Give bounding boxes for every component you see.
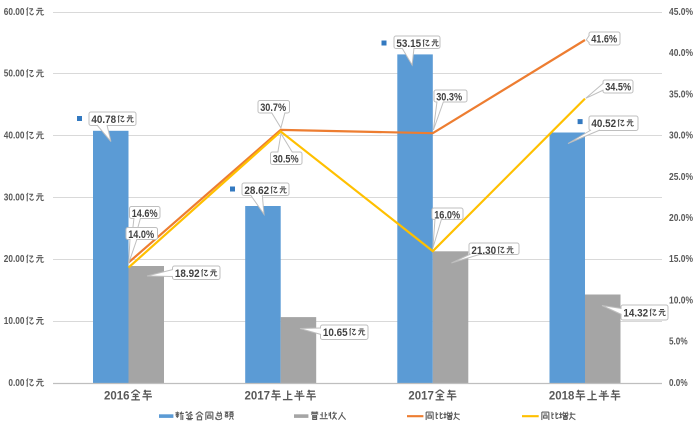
- svg-text:53.15: 53.15: [396, 38, 421, 50]
- svg-text:2017: 2017: [408, 391, 434, 403]
- svg-text:40.00: 40.00: [4, 130, 25, 142]
- svg-text:20.00: 20.00: [4, 253, 25, 265]
- svg-text:15.0%: 15.0%: [669, 253, 694, 265]
- svg-text:35.0%: 35.0%: [669, 88, 694, 100]
- svg-text:40.0%: 40.0%: [669, 47, 694, 59]
- svg-text:10.00: 10.00: [4, 315, 25, 327]
- svg-text:16.0%: 16.0%: [434, 210, 460, 222]
- svg-text:14.0%: 14.0%: [128, 229, 154, 241]
- svg-text:40.52: 40.52: [591, 118, 616, 130]
- svg-text:21.30: 21.30: [471, 245, 496, 257]
- svg-text:0.0%: 0.0%: [669, 377, 688, 389]
- svg-text:2018: 2018: [549, 391, 575, 403]
- svg-text:2017: 2017: [245, 391, 271, 403]
- svg-text:40.78: 40.78: [91, 114, 116, 126]
- svg-text:30.00: 30.00: [4, 191, 25, 203]
- svg-text:30.7%: 30.7%: [260, 102, 286, 114]
- svg-text:20.0%: 20.0%: [669, 212, 694, 224]
- svg-text:14.32: 14.32: [623, 307, 648, 319]
- svg-text:0.00: 0.00: [8, 377, 24, 389]
- svg-text:50.00: 50.00: [4, 68, 25, 80]
- svg-text:30.5%: 30.5%: [273, 154, 299, 166]
- svg-text:5.0%: 5.0%: [669, 336, 688, 348]
- svg-text:2016: 2016: [104, 391, 130, 403]
- svg-text:10.65: 10.65: [323, 327, 348, 339]
- svg-text:25.0%: 25.0%: [669, 171, 694, 183]
- svg-text:34.5%: 34.5%: [605, 82, 631, 94]
- svg-text:45.0%: 45.0%: [669, 6, 694, 18]
- svg-text:41.6%: 41.6%: [591, 34, 617, 46]
- svg-text:18.92: 18.92: [175, 268, 200, 280]
- svg-text:30.0%: 30.0%: [669, 130, 694, 142]
- svg-text:10.0%: 10.0%: [669, 295, 694, 307]
- svg-text:28.62: 28.62: [244, 185, 269, 197]
- svg-text:14.6%: 14.6%: [132, 208, 158, 220]
- svg-text:60.00: 60.00: [4, 6, 25, 18]
- svg-text:30.3%: 30.3%: [436, 92, 462, 104]
